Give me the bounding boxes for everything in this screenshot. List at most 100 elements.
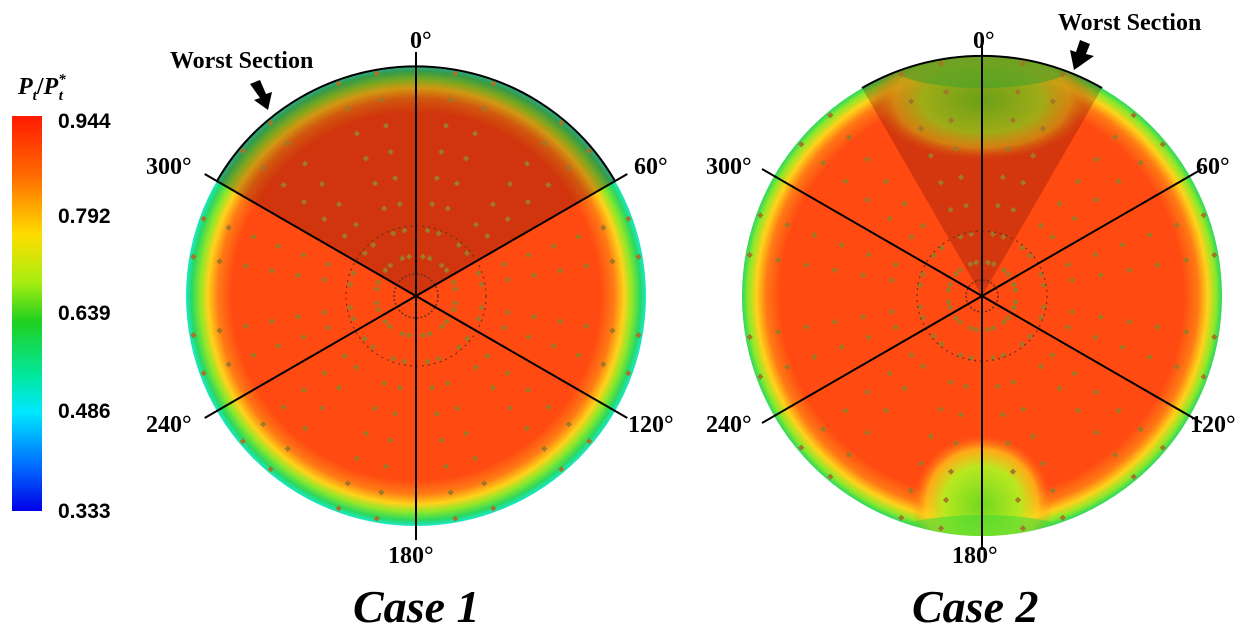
probe-marker [373,285,380,293]
probe-marker [530,272,538,279]
probe-marker [1049,487,1056,494]
probe-marker [1012,286,1019,294]
panel-case-1: 0° 60° 120° 180° 240° 300° Worst Section… [146,28,674,632]
probe-marker [426,330,433,337]
probe-marker [898,514,905,521]
probe-marker [803,323,810,331]
probe-marker [784,363,791,370]
probe-marker [901,385,908,392]
probe-marker [1137,426,1144,433]
probe-marker [396,384,403,391]
probe-marker [1049,98,1056,105]
probe-marker [419,253,427,260]
probe-marker [635,332,642,339]
probe-marker [945,286,952,294]
panel-case-2: 0° 60° 120° 180° 240° 300° Worst Section… [706,10,1236,632]
probe-marker [811,353,818,361]
probe-marker [990,260,997,268]
probe-marker [556,267,564,274]
colorbar-tick-2: 0.639 [58,302,111,325]
angle-label-240: 240° [706,412,752,438]
probe-marker [1146,353,1153,361]
probe-marker [1019,525,1027,532]
angle-label-300: 300° [146,154,192,180]
probe-marker [390,355,397,362]
probe-marker [888,276,895,284]
probe-marker [1029,152,1037,159]
probe-marker [455,343,462,351]
probe-marker [347,304,354,311]
probe-marker [500,261,507,268]
probe-marker [1211,251,1218,259]
probe-marker [321,309,328,316]
angle-label-300: 300° [706,154,752,180]
probe-marker [200,215,207,222]
probe-marker [438,436,445,444]
probe-marker [462,430,470,437]
probe-marker [382,463,390,470]
probe-marker [300,333,307,341]
probe-marker [481,480,488,487]
probe-marker [865,334,872,341]
probe-marker [341,352,348,359]
probe-marker [1074,407,1082,414]
probe-marker [472,455,479,462]
angle-label-120: 120° [1190,412,1236,438]
sector-lines [204,52,628,540]
probe-marker [350,315,357,322]
probe-marker [444,380,451,387]
probe-marker [1074,178,1082,185]
probe-marker [381,205,388,212]
probe-marker [1130,112,1137,119]
probe-marker [399,330,406,337]
probe-marker [294,272,302,279]
probe-marker [478,304,485,311]
probe-marker [1040,281,1048,289]
probe-marker [967,260,974,268]
probe-marker [1200,212,1207,219]
probe-marker [321,369,328,377]
probe-marker [375,306,382,313]
worst-section-label: Worst Section [170,48,313,74]
probe-marker [318,404,326,412]
probe-marker [444,205,451,212]
probe-marker [1211,333,1218,341]
probe-marker [984,326,992,333]
probe-marker [1097,271,1104,279]
probe-marker [373,299,380,307]
probe-marker [746,251,753,259]
probe-marker [472,221,479,228]
probe-marker [442,463,450,470]
worst-section-label: Worst Section [1058,10,1201,36]
probe-marker [435,355,442,362]
sector-lines [761,42,1203,550]
probe-marker [399,255,406,262]
probe-marker [450,306,457,313]
probe-marker [1039,125,1047,132]
probe-marker [392,410,399,418]
probe-marker [1049,351,1056,359]
probe-marker [919,271,927,278]
probe-marker [1146,231,1153,239]
probe-marker [475,270,482,277]
probe-marker [284,445,291,452]
probe-marker [1037,222,1045,229]
probe-marker [1173,363,1180,370]
probe-marker [586,438,593,445]
probe-marker [1093,196,1100,204]
probe-marker [1115,178,1122,185]
probe-marker [447,489,454,496]
probe-marker [463,335,471,342]
hub-circle [393,273,439,319]
probe-marker [1154,261,1161,269]
probe-marker [946,281,954,288]
probe-marker [864,429,871,436]
probe-marker [387,436,394,444]
colorbar-tick-1: 0.792 [58,205,111,228]
probe-marker [1004,314,1012,321]
probe-marker [472,364,479,371]
probe-marker [942,496,950,504]
probe-marker [1071,370,1078,377]
probe-marker [275,342,282,350]
probe-marker [1049,233,1056,241]
